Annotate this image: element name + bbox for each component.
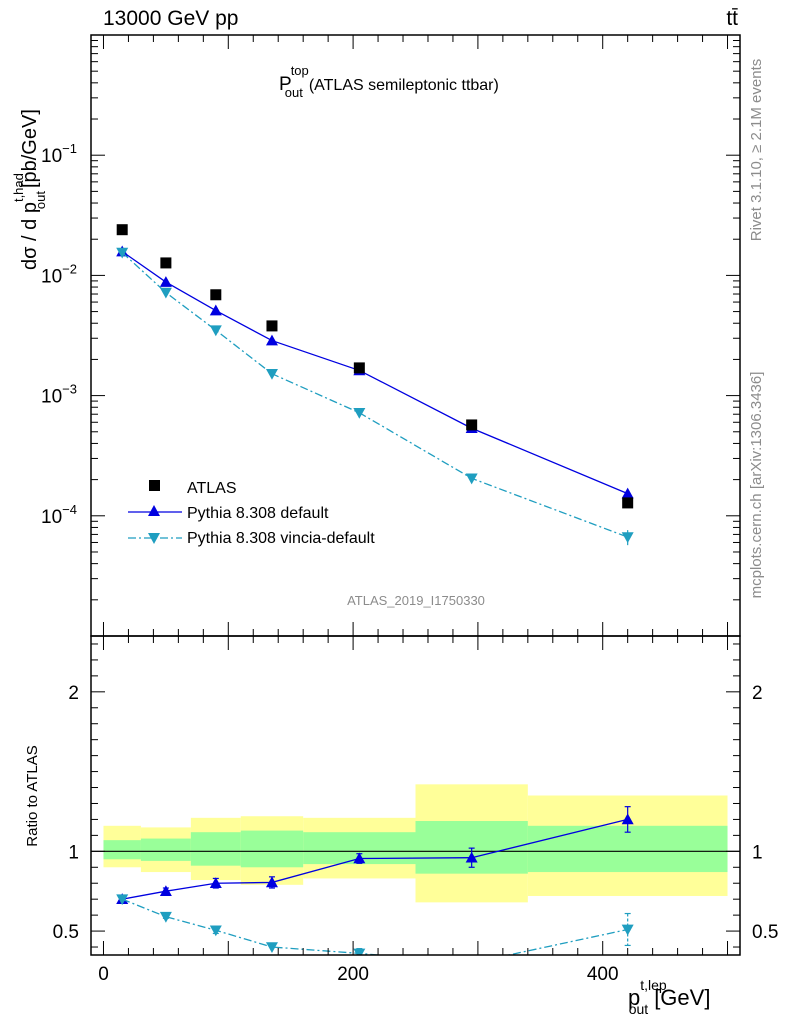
series-1-point-5 (465, 473, 478, 485)
green-band-6 (527, 825, 728, 873)
series-1-point-4 (353, 407, 366, 419)
series-0-point-2 (209, 304, 222, 316)
ratio-series-0-point-3 (265, 876, 278, 888)
atlas-point-3 (266, 320, 278, 332)
series-0-point-3 (265, 334, 278, 346)
mcplots-label: mcplots.cern.ch [arXiv:1306.3436] (748, 372, 765, 599)
ratio-y-tick-label-0: 0.5 (53, 922, 79, 943)
ratio-series-1-point-6 (621, 924, 634, 936)
legend-label-vincia: Pythia 8.308 vincia-default (187, 530, 375, 547)
green-band-0 (103, 840, 141, 860)
atlas-point-2 (210, 289, 222, 301)
ratio-y-tick-label-1: 1 (68, 842, 79, 863)
x-tick-label-0: 0 (98, 964, 109, 985)
plot-title: Ptop out (ATLAS semileptonic ttbar) (279, 63, 499, 100)
y-tick-label-2: 10−3 (41, 382, 77, 408)
atlas-point-5 (466, 419, 478, 431)
ratio-series-1-line (121, 898, 628, 955)
rivet-label: Rivet 3.1.10, ≥ 2.1M events (748, 59, 765, 242)
atlas-point-6 (622, 497, 634, 509)
atlas-point-0 (116, 224, 128, 236)
ratio-y-tick-label-right-1: 1 (752, 842, 763, 863)
ratio-plot-frame (90, 635, 741, 956)
ratio-series-1-point-1 (159, 911, 172, 923)
ratio-y-tick-label-right-2: 2 (752, 683, 763, 704)
legend-marker-vincia (148, 533, 160, 544)
ratio-plot: 0.5 0.5 1 1 2 2 0 200 400 Ratio to ATLAS pt,lep o… (24, 635, 778, 1017)
green-band-2 (190, 832, 241, 866)
ratio-series-1-point-2 (209, 925, 222, 937)
ratio-series-1-point-0 (116, 894, 129, 906)
legend-label-atlas: ATLAS (187, 480, 237, 497)
ratio-plot-content (91, 784, 740, 969)
analysis-watermark: ATLAS_2019_I1750330 (347, 593, 485, 608)
legend: ATLAS Pythia 8.308 default Pythia 8.308 … (128, 480, 375, 547)
ratio-series-0-point-6 (621, 813, 634, 825)
x-tick-label-2: 400 (587, 964, 619, 985)
ratio-series-1-point-4 (353, 948, 366, 955)
y-tick-label-0: 10−1 (41, 141, 77, 167)
ratio-y-tick-label-right-0: 0.5 (752, 922, 778, 943)
main-plot-content (116, 224, 634, 546)
atlas-point-1 (160, 257, 172, 269)
top-series-group (116, 224, 634, 546)
legend-label-default: Pythia 8.308 default (187, 505, 329, 522)
process-label: tt̄ (726, 7, 738, 30)
ratio-y-tick-label-2: 2 (68, 683, 79, 704)
series-0-point-6 (621, 487, 634, 499)
series-1-point-3 (265, 368, 278, 380)
main-plot: 10−1 10−2 10−3 10−4 Ptop out (ATLAS semilepto… (11, 34, 741, 637)
ratio-series-0-point-1 (159, 885, 172, 896)
x-tick-label-1: 200 (337, 964, 369, 985)
green-band-1 (140, 838, 191, 861)
y-axis-label: dσ / d pt,had out[pb/GeV] (11, 109, 48, 270)
ratio-series-0-point-5 (465, 851, 478, 863)
ratio-series-1-point-5 (466, 958, 478, 969)
ratio-series-0-point-2 (209, 877, 222, 889)
ratio-y-axis-label: Ratio to ATLAS (24, 745, 41, 846)
ratio-series-0-point-4 (353, 852, 366, 864)
series-0-point-1 (159, 276, 172, 287)
legend-marker-default (148, 505, 160, 516)
y-tick-label-3: 10−4 (41, 502, 77, 528)
series-1-point-0 (116, 247, 129, 259)
series-0-line (121, 250, 628, 495)
ratio-series-group (91, 784, 740, 969)
y-tick-label-1: 10−2 (41, 261, 77, 287)
atlas-point-4 (353, 362, 365, 374)
series-1-point-6 (621, 532, 634, 544)
series-1-point-1 (159, 287, 172, 299)
energy-label: 13000 GeV pp (103, 7, 238, 30)
ratio-series-1-point-3 (265, 942, 278, 954)
green-band-3 (240, 830, 304, 868)
x-axis-label: pt,lep out [GeV] (628, 977, 710, 1017)
main-plot-ticks: 10−1 10−2 10−3 10−4 (41, 34, 740, 637)
legend-marker-atlas (149, 480, 160, 491)
series-1-point-2 (209, 325, 222, 337)
ratio-plot-ticks: 0.5 0.5 1 1 2 2 0 200 400 (53, 636, 778, 985)
